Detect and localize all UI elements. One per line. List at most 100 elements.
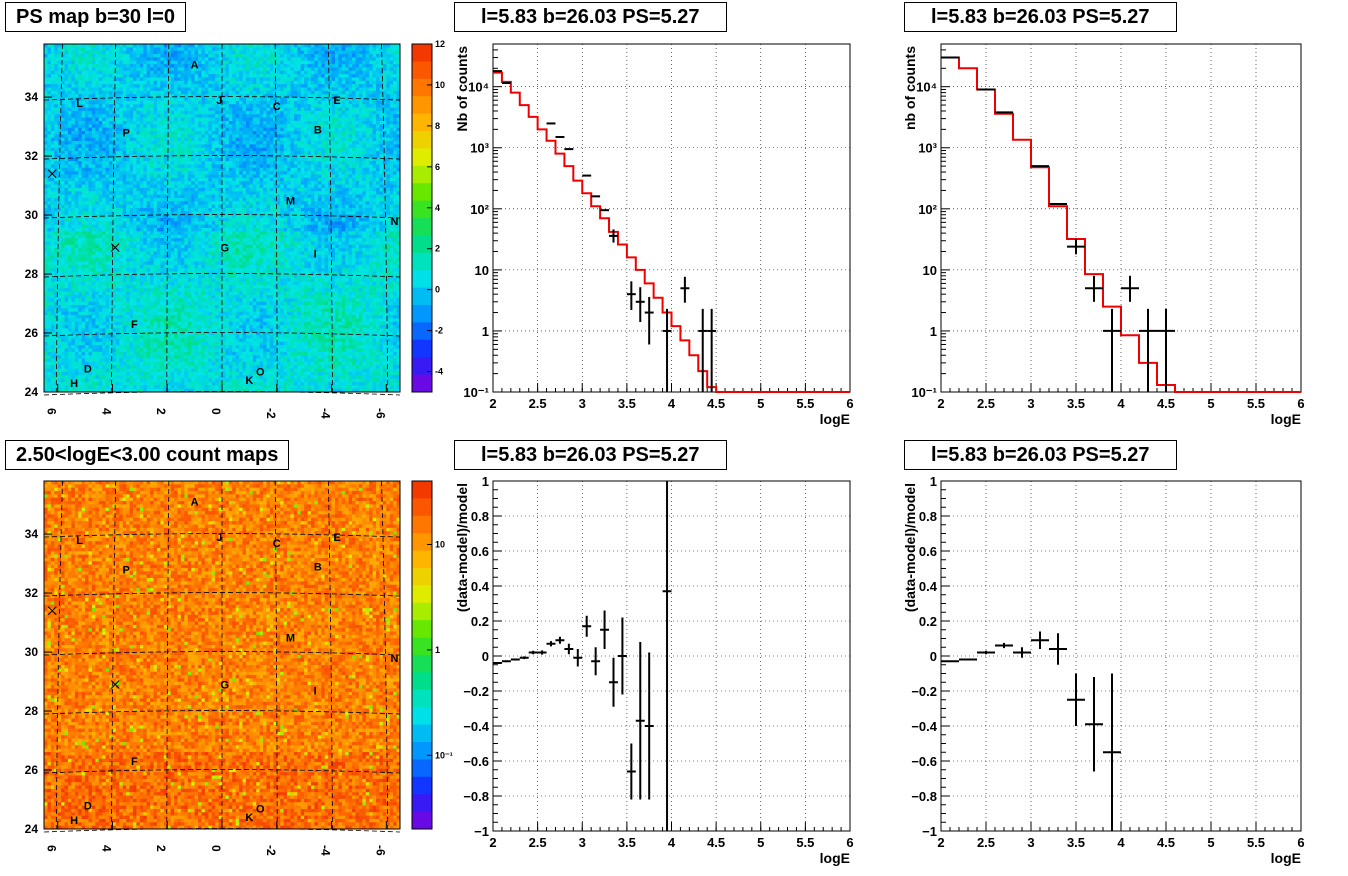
data-point: [528, 650, 538, 655]
map-y-tick-label: 28: [25, 704, 39, 718]
colorbar-band: [412, 218, 432, 236]
colorbar-tick-label: 10: [435, 539, 445, 549]
y-tick-label: −1: [474, 824, 489, 839]
map-y-tick-label: 34: [25, 527, 39, 541]
source-label: O: [256, 803, 265, 815]
plot-grid: [940, 480, 1302, 832]
data-point: [546, 641, 556, 647]
y-axis-title: (data-model)/model: [902, 483, 918, 612]
map-x-tick-label: -6: [373, 408, 387, 419]
x-tick-label: 4.5: [1157, 396, 1175, 411]
count-map-panel: 6 4 2 0 -2 -4 -6 24 26 28 30 32 34 A L J C E B P M N G I F D O H K 10…: [25, 480, 453, 856]
data-point: [707, 308, 717, 392]
x-tick-label: 3: [1027, 835, 1034, 850]
colorbar-band: [412, 672, 432, 691]
y-tick-label: 10: [475, 263, 489, 278]
x-tick-label: 2.5: [529, 835, 547, 850]
data-point: [609, 657, 618, 707]
x-tick-label: 2: [489, 835, 496, 850]
colorbar-tick-label: 2: [435, 244, 440, 254]
map-grid-parallel: [43, 155, 401, 160]
spectrum-fine-panel: 2 2.5 3 3.5 4 4.5 5 5.5 6 10⁻¹ 1 10 10² 10³ 10⁴ logE Nb …: [454, 43, 854, 427]
data-point: [977, 650, 995, 655]
y-tick-label: 1: [482, 474, 489, 489]
colorbar: -4 -2 0 2 4 6 8 10 12: [411, 39, 445, 393]
data-point: [600, 610, 610, 649]
data-point: [1031, 631, 1049, 649]
colorbar-band: [412, 776, 432, 795]
data-point: [635, 642, 645, 800]
spectrum-coarse-panel: 2 2.5 3 3.5 4 4.5 5 5.5 6 10⁻¹ 1 10 10² 10³ 10⁴ logE nb …: [902, 43, 1305, 427]
data-point: [609, 229, 618, 243]
data-point: [1139, 308, 1157, 392]
source-label: E: [333, 95, 340, 107]
source-label: H: [70, 815, 78, 827]
colorbar-band: [412, 620, 432, 639]
data-point: [1067, 239, 1085, 255]
map-grid-parallel: [43, 273, 401, 278]
map-x-tick-label: 2: [154, 408, 168, 415]
data-point: [1049, 633, 1067, 665]
data-point: [510, 658, 520, 661]
source-cross-marker: [47, 169, 57, 179]
y-tick-label: −0.6: [463, 754, 489, 769]
y-axis-title: (data-model)/model: [454, 483, 470, 612]
map-x-tick-label: 0: [209, 408, 223, 415]
y-tick-label: 0.4: [471, 579, 490, 594]
colorbar-band: [412, 550, 432, 569]
x-tick-label: 6: [846, 835, 853, 850]
y-tick-label: −0.8: [463, 789, 489, 804]
data-point: [662, 481, 672, 831]
plot-grid: [492, 44, 851, 393]
data-point: [555, 636, 565, 644]
source-label: K: [245, 812, 253, 824]
map-x-tick-label: 6: [45, 408, 59, 415]
data-point: [626, 281, 636, 311]
colorbar-frame: [411, 480, 433, 830]
source-label: M: [286, 632, 295, 644]
y-tick-label: 10²: [918, 202, 937, 217]
source-cross-marker: [110, 680, 120, 689]
colorbar-band: [412, 96, 432, 115]
colorbar-band: [412, 374, 432, 393]
source-label: L: [76, 535, 83, 547]
x-tick-label: 2: [489, 396, 496, 411]
colorbar-band: [412, 113, 432, 132]
data-point: [537, 650, 547, 655]
colorbar-tick-label: 1: [435, 645, 440, 655]
residual-fine-title: l=5.83 b=26.03 PS=5.27: [454, 440, 727, 470]
source-label: P: [122, 564, 129, 576]
x-tick-label: 6: [846, 396, 853, 411]
x-tick-label: 2: [937, 396, 944, 411]
y-tick-label: 10: [923, 263, 937, 278]
data-point: [617, 617, 627, 695]
x-tick-label: 3: [579, 835, 586, 850]
colorbar-band: [412, 533, 432, 552]
colorbar-band: [412, 357, 432, 376]
colorbar-tick-label: 6: [435, 162, 440, 172]
x-tick-label: 6: [1297, 396, 1304, 411]
map-grid-parallel: [43, 214, 401, 219]
colorbar-band: [412, 200, 432, 219]
y-tick-label: 10⁻¹: [911, 385, 937, 400]
colorbar-band: [412, 655, 432, 673]
source-label: P: [122, 127, 129, 139]
data-point: [582, 615, 592, 637]
source-label: L: [76, 98, 83, 110]
x-axis-title: logE: [1271, 850, 1301, 866]
y-tick-label: −0.4: [911, 719, 937, 734]
source-cross-marker: [110, 243, 120, 252]
source-label: K: [245, 375, 253, 387]
y-tick-label: 0.6: [919, 544, 937, 559]
colorbar-band: [412, 339, 432, 358]
x-tick-label: 2.5: [529, 396, 547, 411]
map-y-tick-label: 30: [25, 208, 39, 222]
map-x-tick-label: 2: [154, 845, 168, 852]
y-tick-label: −0.4: [463, 719, 489, 734]
map-grid-parallel: [43, 332, 401, 337]
source-label: G: [220, 679, 229, 691]
map-y-tick-label: 28: [25, 267, 39, 281]
x-tick-label: 6: [1297, 835, 1304, 850]
y-tick-label: 0.4: [919, 579, 938, 594]
colorbar-band: [412, 515, 432, 534]
